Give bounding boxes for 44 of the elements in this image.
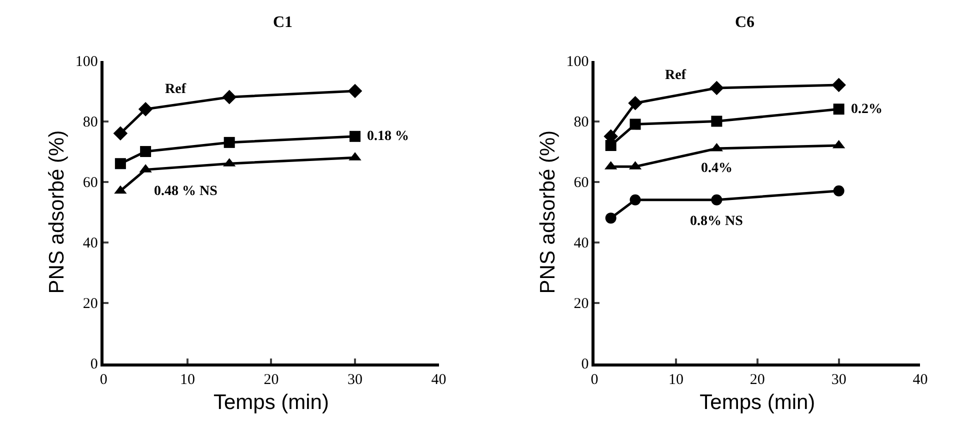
point xyxy=(605,212,616,224)
series-label: 0.18 % xyxy=(367,129,409,144)
x-tick-label: 20 xyxy=(750,372,765,388)
point xyxy=(630,118,641,130)
point xyxy=(833,104,844,115)
x-tick-label: 10 xyxy=(668,372,684,388)
series-label: Ref xyxy=(165,82,186,97)
y-tick-label: 20 xyxy=(574,296,589,312)
x-axis-title: Temps (min) xyxy=(213,391,329,414)
y-axis-title: PNS adsorbé (%) xyxy=(536,130,560,294)
y-tick-label: 60 xyxy=(82,175,98,192)
y-tick-label: 80 xyxy=(574,114,589,131)
point xyxy=(711,194,722,206)
x-axis-title: Temps (min) xyxy=(700,391,816,414)
x-tick-label: 40 xyxy=(912,372,928,388)
series-label: 0.8% NS xyxy=(690,214,744,229)
x-tick-label: 40 xyxy=(431,372,446,388)
y-tick-label: 0 xyxy=(581,356,589,373)
x-tick-label: 20 xyxy=(264,372,279,388)
point xyxy=(605,140,616,151)
y-axis-title: PNS adsorbé (%) xyxy=(46,130,69,294)
point xyxy=(630,194,641,206)
x-tick-label: 10 xyxy=(180,372,195,388)
chart-title: C1 xyxy=(273,14,293,31)
y-tick-label: 100 xyxy=(566,54,589,70)
series-label: 0.2% xyxy=(851,102,882,117)
point xyxy=(710,80,724,96)
point xyxy=(832,78,846,92)
series-label: 0.4% xyxy=(701,161,732,176)
point xyxy=(833,185,844,196)
series-label: 0.48 % NS xyxy=(154,184,218,199)
y-tick-label: 40 xyxy=(574,236,589,252)
y-tick-label: 60 xyxy=(574,175,589,192)
point xyxy=(711,116,722,127)
point xyxy=(628,96,642,110)
x-tick-label: 30 xyxy=(348,372,363,388)
series-label: Ref xyxy=(665,68,686,83)
y-tick-label: 0 xyxy=(90,356,98,373)
y-tick-label: 20 xyxy=(82,296,98,312)
x-tick-label: 30 xyxy=(831,372,846,388)
y-tick-label: 40 xyxy=(82,236,98,252)
chart-title: C6 xyxy=(735,14,755,31)
y-tick-label: 80 xyxy=(82,114,98,131)
y-tick-label: 100 xyxy=(75,54,98,70)
